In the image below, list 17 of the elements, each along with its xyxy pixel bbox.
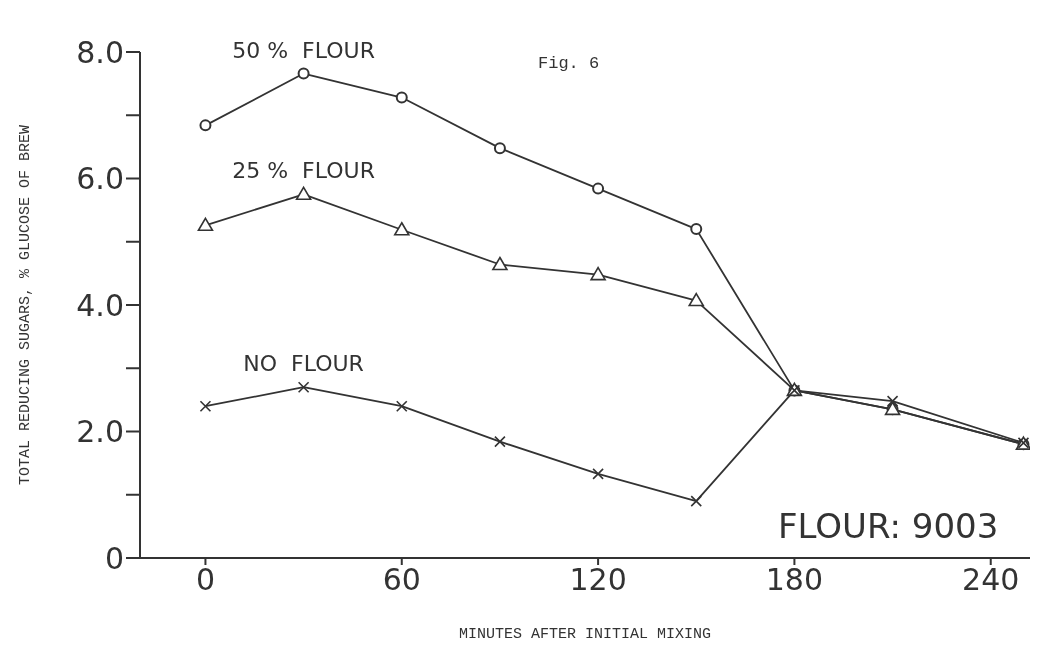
- x-tick-label: 120: [569, 562, 627, 598]
- series-label: 50 % FLOUR: [232, 37, 375, 63]
- y-tick-label: 8.0: [76, 34, 124, 70]
- y-tick-label: 2.0: [76, 414, 124, 450]
- y-tick-label: 4.0: [76, 287, 124, 323]
- x-tick-label: 0: [195, 562, 215, 598]
- x-axis-title: MINUTES AFTER INITIAL MIXING: [458, 626, 712, 643]
- x-tick-label: 240: [962, 562, 1020, 598]
- y-tick-label: 6.0: [76, 161, 124, 197]
- x-tick-label: 180: [765, 562, 824, 598]
- y-axis-title: TOTAL REDUCING SUGARS, % GLUCOSE OF BREW: [17, 124, 35, 486]
- series-label: NO FLOUR: [243, 351, 364, 377]
- annotation: FLOUR: 9003: [778, 506, 999, 546]
- y-tick-label: 0: [104, 540, 124, 576]
- x-tick-label: 60: [382, 562, 421, 598]
- series-label: 25 % FLOUR: [232, 158, 375, 184]
- annotation: Fig. 6: [538, 54, 600, 73]
